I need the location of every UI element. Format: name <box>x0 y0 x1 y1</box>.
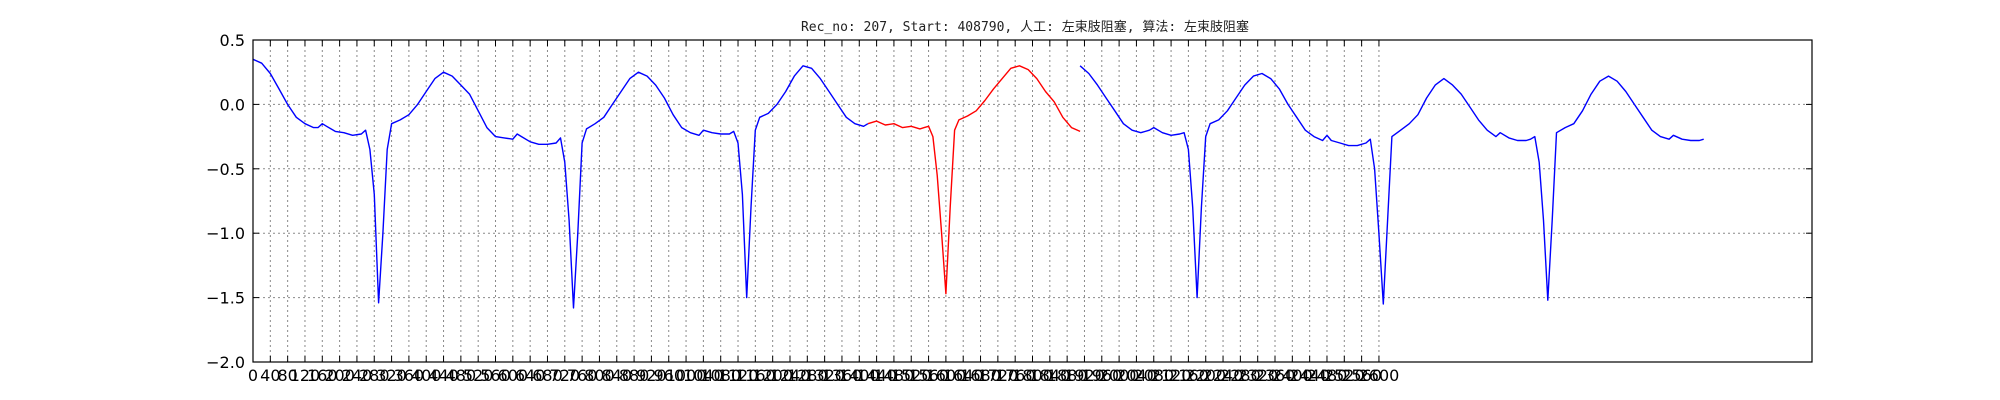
x-tick-label: 2080 <box>1133 366 1174 385</box>
x-tick-labels: 0 408012016020024028032036040044048052056… <box>248 366 1399 385</box>
x-tick-label: 1320 <box>804 366 845 385</box>
x-tick-label: 0 <box>248 366 258 385</box>
x-tick-label: 680 <box>532 366 563 385</box>
tick-layer <box>252 39 1812 363</box>
x-tick-label: 640 <box>515 366 546 385</box>
y-tick-label: 0.0 <box>220 95 245 114</box>
grid-lines <box>253 40 1812 362</box>
x-tick-label: 2520 <box>1324 366 1365 385</box>
x-tick-label: 2160 <box>1168 366 1209 385</box>
y-tick-label: −2.0 <box>206 353 245 372</box>
x-tick-label: 2120 <box>1151 366 1192 385</box>
x-tick-label: 1080 <box>700 366 741 385</box>
x-tick-label: 560 <box>480 366 511 385</box>
x-tick-label: 1520 <box>891 366 932 385</box>
x-tick-label: 2240 <box>1203 366 1244 385</box>
x-tick-label: 2280 <box>1220 366 1261 385</box>
x-tick-label: 1960 <box>1081 366 1122 385</box>
x-tick-label: 400 <box>411 366 442 385</box>
x-tick-label: 2400 <box>1272 366 1313 385</box>
x-tick-label: 1440 <box>856 366 897 385</box>
x-tick-label: 440 <box>428 366 459 385</box>
x-tick-label: 320 <box>376 366 407 385</box>
x-tick-label: 2560 <box>1341 366 1382 385</box>
x-tick-label: 2600 <box>1359 366 1400 385</box>
x-tick-label: 960 <box>653 366 684 385</box>
x-tick-label: 520 <box>463 366 494 385</box>
y-tick-label: 0.5 <box>220 31 245 50</box>
x-tick-label: 80 <box>277 366 297 385</box>
x-tick-label: 2000 <box>1099 366 1140 385</box>
x-tick-label: 2040 <box>1116 366 1157 385</box>
x-tick-label: 1160 <box>735 366 776 385</box>
x-tick-label: 1000 <box>666 366 707 385</box>
x-tick-label: 160 <box>307 366 338 385</box>
x-tick-label: 1480 <box>874 366 915 385</box>
x-tick-label: 2480 <box>1307 366 1348 385</box>
x-tick-label: 1800 <box>1012 366 1053 385</box>
y-tick-label: −1.5 <box>206 289 245 308</box>
y-tick-label: −1.0 <box>206 224 245 243</box>
series-layer <box>252 58 1704 309</box>
x-tick-label: 1600 <box>926 366 967 385</box>
x-tick-label: 1200 <box>752 366 793 385</box>
x-tick-label: 1120 <box>718 366 759 385</box>
x-tick-label: 720 <box>550 366 581 385</box>
ecg-series-line <box>867 65 1081 295</box>
x-tick-label: 880 <box>619 366 650 385</box>
x-tick-label: 1680 <box>960 366 1001 385</box>
x-tick-label: 2360 <box>1255 366 1296 385</box>
x-tick-label: 1640 <box>943 366 984 385</box>
x-tick-label: 1280 <box>787 366 828 385</box>
x-tick-label: 280 <box>359 366 390 385</box>
x-tick-label: 920 <box>636 366 667 385</box>
x-tick-label: 2320 <box>1237 366 1278 385</box>
x-tick-label: 1560 <box>908 366 949 385</box>
x-tick-label: 1360 <box>822 366 863 385</box>
x-tick-label: 2440 <box>1289 366 1330 385</box>
x-tick-label: 360 <box>394 366 425 385</box>
x-tick-label: 120 <box>290 366 321 385</box>
y-tick-label: −0.5 <box>206 160 245 179</box>
x-tick-label: 240 <box>342 366 373 385</box>
x-tick-label: 1040 <box>683 366 724 385</box>
x-tick-label: 2200 <box>1185 366 1226 385</box>
x-tick-label: 1920 <box>1064 366 1105 385</box>
x-tick-label: 760 <box>567 366 598 385</box>
x-tick-label: 1880 <box>1047 366 1088 385</box>
x-tick-label: 1400 <box>839 366 880 385</box>
x-tick-label: 800 <box>584 366 615 385</box>
ecg-series-line <box>252 58 869 309</box>
x-tick-label: 1760 <box>995 366 1036 385</box>
x-tick-label: 40 <box>260 366 280 385</box>
y-tick-labels: 0.5 0.0 −0.5 −1.0 −1.5 −2.0 <box>206 31 245 372</box>
ecg-series-line <box>1079 65 1704 305</box>
x-tick-label: 200 <box>324 366 355 385</box>
x-tick-label: 1840 <box>1029 366 1070 385</box>
x-tick-label: 600 <box>498 366 529 385</box>
x-tick-label: 1240 <box>770 366 811 385</box>
x-tick-label: 480 <box>446 366 477 385</box>
x-tick-label: 840 <box>601 366 632 385</box>
chart-title: Rec_no: 207, Start: 408790, 人工: 左束肢阻塞, 算… <box>801 19 1249 35</box>
x-tick-label: 1720 <box>977 366 1018 385</box>
